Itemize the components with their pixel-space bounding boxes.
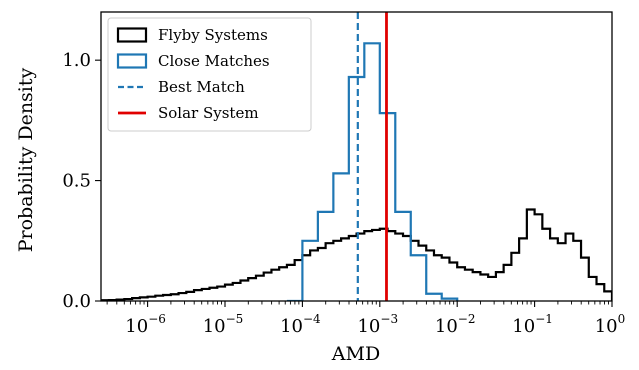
x-axis-label: AMD <box>331 343 380 365</box>
series-flyby-systems-step <box>101 208 612 301</box>
x-axis-ticks: 10−6 10−5 10−4 10−3 10−2 10−1 100 <box>106 301 626 337</box>
series-layer <box>101 12 612 301</box>
legend-entry-flyby-systems: Flyby Systems <box>116 26 268 44</box>
legend-label: Close Matches <box>158 52 270 70</box>
legend-box <box>107 17 312 132</box>
legend-entry-close-matches: Close Matches <box>116 52 270 70</box>
x-tick-label: 10−3 <box>357 312 398 337</box>
x-tick-label: 10−5 <box>203 312 244 337</box>
legend-swatch <box>116 27 148 43</box>
x-tick-label: 100 <box>595 312 626 337</box>
legend-label: Flyby Systems <box>158 26 268 44</box>
legend-label: Best Match <box>158 78 245 96</box>
y-tick-label: 0.0 <box>62 291 91 312</box>
x-tick-label: 10−2 <box>435 312 476 337</box>
x-tick-label: 10−6 <box>125 312 166 337</box>
legend-entry-best-match: Best Match <box>118 78 245 96</box>
legend-label: Solar System <box>158 104 259 122</box>
y-axis-ticks: 0.0 0.5 1.0 <box>62 50 101 312</box>
x-tick-label: 10−1 <box>512 312 553 337</box>
legend-swatch <box>116 53 148 69</box>
series-close-matches-step <box>286 42 459 301</box>
plot-area <box>100 11 613 302</box>
x-tick-label: 10−4 <box>280 312 321 337</box>
y-axis-label: Probability Density <box>15 67 37 252</box>
y-tick-label: 1.0 <box>62 50 91 71</box>
legend: Flyby Systems Close Matches Best Match Sola… <box>107 17 312 132</box>
legend-entry-solar-system: Solar System <box>118 104 259 122</box>
y-tick-label: 0.5 <box>62 171 91 192</box>
